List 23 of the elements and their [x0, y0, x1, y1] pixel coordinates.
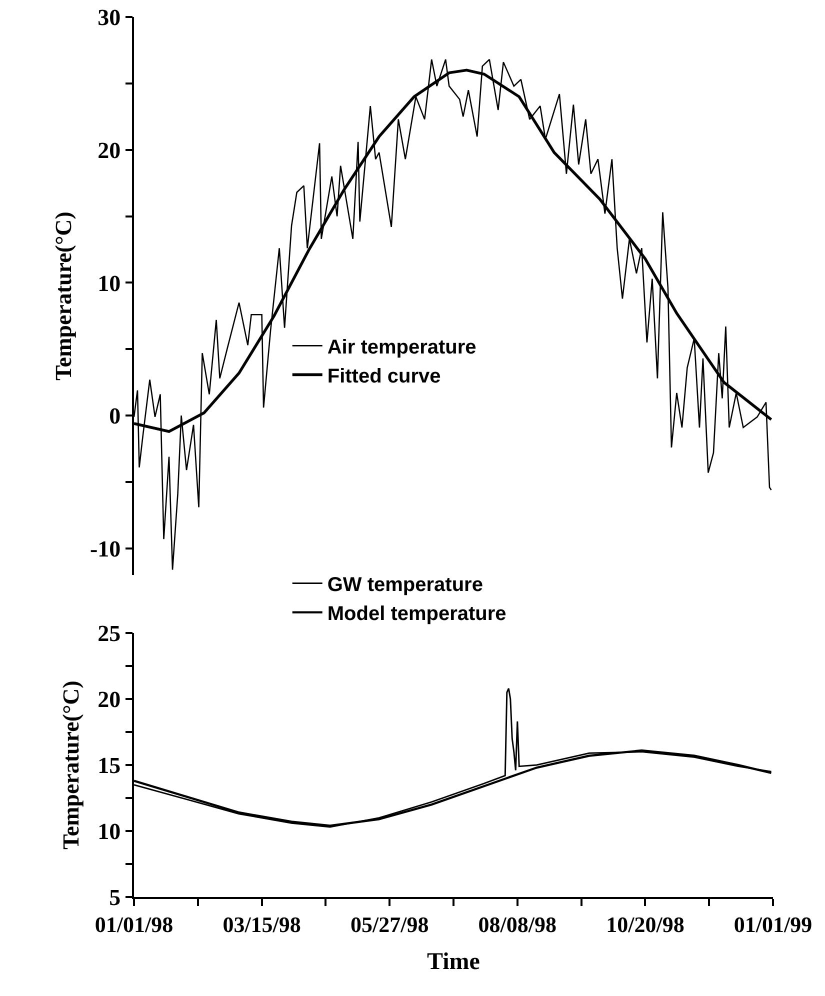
- y-axis-title: Temperature(°C): [50, 212, 76, 380]
- y-tick-label: 25: [98, 621, 121, 646]
- y-tick-label: 20: [98, 138, 121, 163]
- y-tick-label: 15: [98, 753, 121, 778]
- x-tick-label: 01/01/98: [94, 912, 174, 938]
- y-axis-title: Temperature(°C): [58, 680, 84, 850]
- y-tick-label: 5: [109, 885, 121, 910]
- x-tick-label: 03/15/98: [222, 912, 301, 938]
- y-tick-label: 0: [109, 404, 121, 429]
- x-axis-title: Time: [427, 948, 480, 975]
- x-tick-label: 01/01/99: [734, 912, 812, 938]
- legend-label: Model temperature: [327, 603, 506, 626]
- x-tick-label: 05/27/98: [350, 912, 429, 938]
- y-tick-label: 10: [98, 270, 121, 296]
- legend-label: GW temperature: [327, 574, 483, 596]
- x-tick-label: 08/08/98: [478, 912, 557, 938]
- legend-label: Air temperature: [327, 336, 476, 358]
- y-tick-label: 30: [98, 5, 121, 30]
- y-tick-label: 10: [98, 819, 121, 844]
- y-tick-label: 20: [98, 687, 121, 712]
- legend-label: Fitted curve: [327, 366, 441, 388]
- y-tick-label: -10: [90, 536, 121, 562]
- x-tick-label: 10/20/98: [606, 912, 684, 938]
